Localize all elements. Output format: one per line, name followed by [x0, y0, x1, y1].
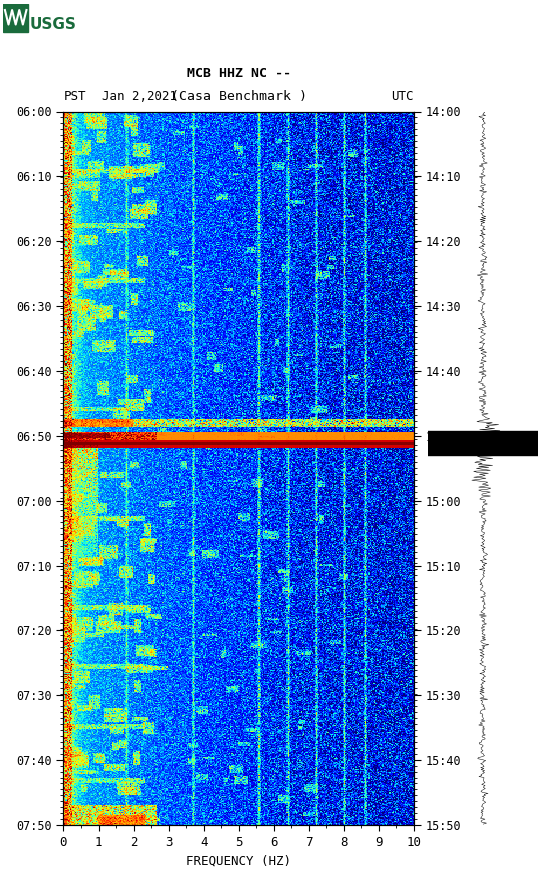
Text: Jan 2,2021: Jan 2,2021: [102, 89, 177, 103]
X-axis label: FREQUENCY (HZ): FREQUENCY (HZ): [186, 854, 291, 867]
Text: PST: PST: [63, 89, 86, 103]
Bar: [3, 4, 28, 32]
Bar: [418, 431, 548, 456]
Text: UTC: UTC: [391, 89, 414, 103]
Text: MCB HHZ NC --: MCB HHZ NC --: [187, 67, 291, 80]
Text: USGS: USGS: [30, 17, 77, 32]
Text: (Casa Benchmark ): (Casa Benchmark ): [171, 89, 307, 103]
